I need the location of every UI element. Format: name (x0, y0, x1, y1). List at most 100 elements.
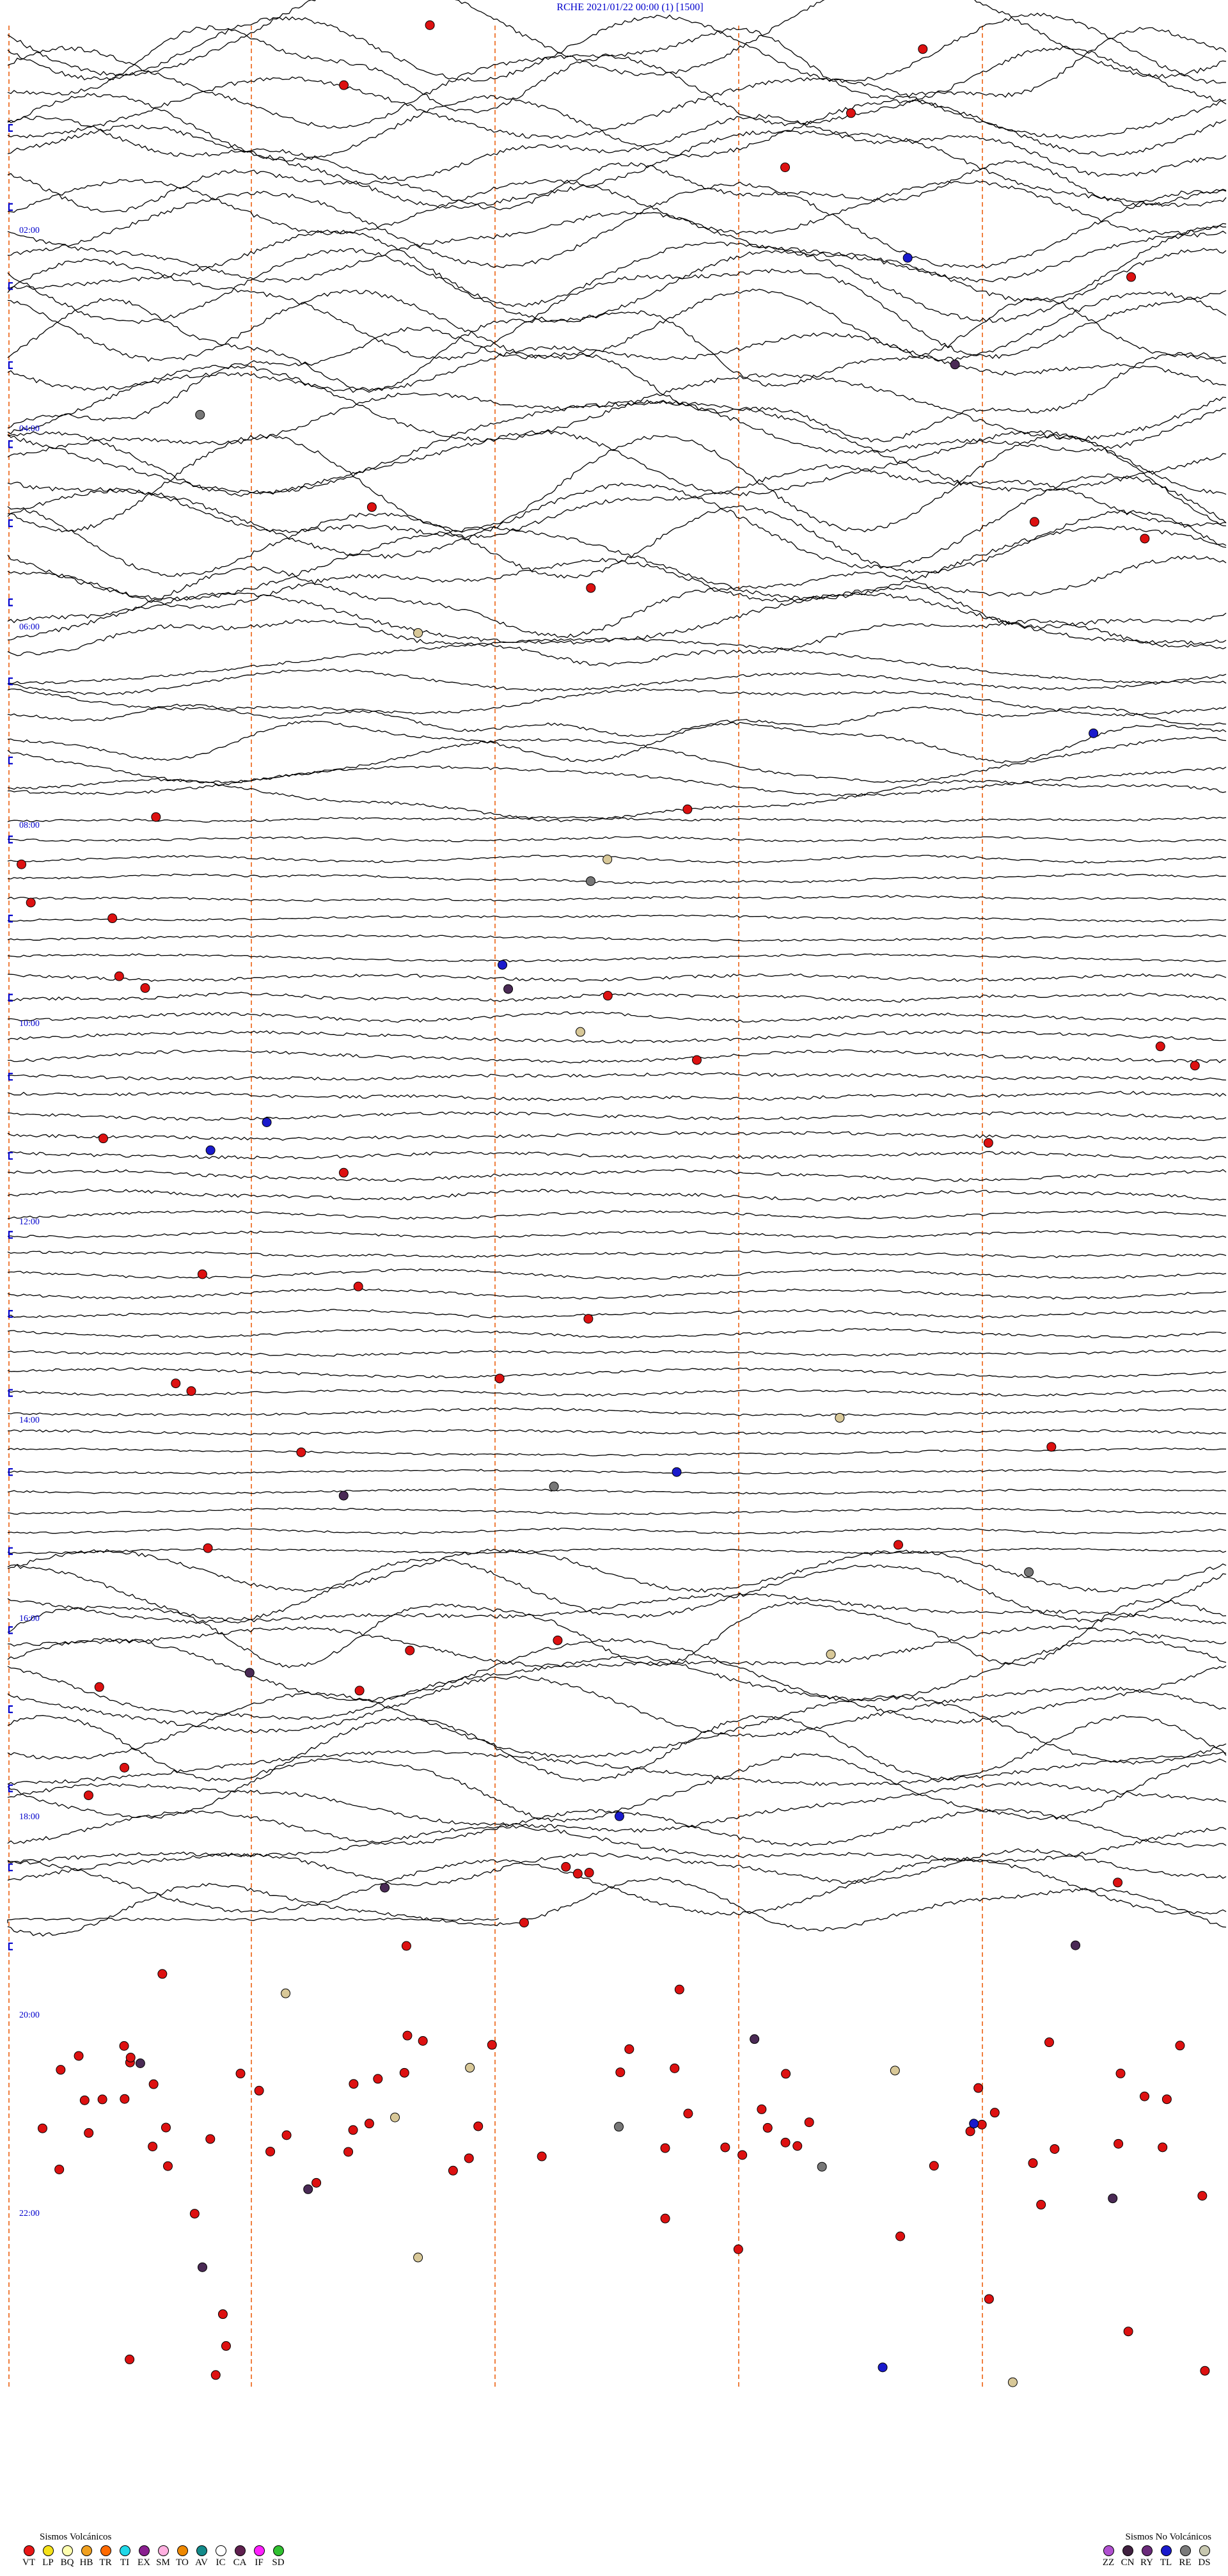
legend-volcanic-title: Sismos Volcánicos (40, 2532, 112, 2542)
hour-bracket-icon (8, 598, 13, 606)
time-label: 22:00 (19, 2209, 40, 2218)
legend-volcanic-bq: BQ (58, 2545, 77, 2568)
legend-dot-icon (196, 2545, 207, 2556)
event-marker (733, 2244, 743, 2254)
event-marker (148, 2079, 159, 2089)
seismic-trace-line (7, 668, 1227, 695)
event-marker (97, 2094, 107, 2105)
legend-dot-icon (253, 2545, 265, 2556)
legend-volcanic-if: IF (249, 2545, 269, 2568)
event-marker (107, 913, 118, 924)
event-marker (977, 2119, 987, 2130)
event-marker (197, 2262, 207, 2272)
event-marker (929, 2161, 939, 2171)
event-marker (893, 1540, 904, 1550)
event-marker (1024, 1567, 1034, 1577)
seismic-trace-line (7, 288, 1227, 362)
event-marker (364, 2119, 374, 2129)
seismic-trace-line (7, 1824, 1227, 1864)
seismic-trace-line (7, 1447, 1227, 1457)
event-marker (1089, 728, 1099, 738)
legend-nonvolcanic-title: Sismos No Volcánicos (1125, 2532, 1211, 2542)
event-marker (984, 2294, 994, 2304)
seismic-trace-line (8, 1049, 1227, 1064)
hour-bracket-icon (8, 1151, 13, 1160)
seismic-trace-line (7, 638, 1227, 684)
event-marker (672, 1467, 682, 1477)
event-marker (1140, 533, 1150, 544)
legend-code: RY (1140, 2557, 1153, 2568)
event-marker (98, 1134, 108, 1144)
event-marker (151, 812, 161, 822)
seismic-trace-line (7, 1268, 1227, 1280)
seismic-trace-line (7, 392, 1227, 458)
event-marker (390, 2112, 400, 2122)
event-marker (973, 2083, 984, 2093)
seismic-trace-line (7, 1547, 1227, 1554)
hour-bracket-icon (8, 1626, 13, 1634)
event-marker (1197, 2191, 1208, 2201)
event-marker (401, 1941, 411, 1951)
seismic-trace-line (7, 816, 1227, 823)
legend-nonvolcanic-ry: RY (1137, 2545, 1156, 2568)
event-marker (448, 2165, 458, 2176)
event-marker (615, 2067, 626, 2078)
seismic-trace-line (7, 1592, 1227, 1625)
time-label: 10:00 (19, 1019, 40, 1029)
legend-dot-icon (157, 2545, 169, 2556)
seismic-trace-line (7, 181, 1227, 269)
legend-dot-icon (61, 2545, 73, 2556)
event-marker (969, 2119, 979, 2129)
legend-code: ZZ (1102, 2557, 1115, 2568)
seismic-trace-line (7, 1367, 1227, 1379)
hour-bracket-icon (8, 361, 13, 369)
seismic-trace-line (7, 258, 1227, 361)
event-marker (835, 1412, 845, 1423)
legend-code: LP (42, 2557, 54, 2568)
event-marker (572, 1869, 583, 1879)
event-marker (120, 1762, 130, 1773)
event-marker (348, 2125, 358, 2135)
seismic-trace-line (7, 1488, 1227, 1495)
event-marker (1115, 2068, 1126, 2078)
legend-dot-icon (1141, 2545, 1153, 2556)
event-marker (425, 20, 435, 30)
event-marker (17, 859, 27, 869)
legend-dot-icon (234, 2545, 246, 2556)
event-marker (74, 2051, 84, 2061)
event-marker (660, 2143, 670, 2153)
seismic-trace-line (7, 720, 1227, 764)
seismic-trace-line (7, 0, 1227, 79)
event-marker (281, 1988, 291, 1998)
event-marker (125, 2053, 136, 2063)
event-marker (221, 2341, 231, 2351)
event-marker (402, 2030, 413, 2041)
time-label: 16:00 (19, 1614, 40, 1624)
event-marker (890, 2066, 900, 2076)
event-marker (918, 44, 928, 54)
event-marker (265, 2146, 276, 2156)
seismic-trace-line (7, 1169, 1227, 1182)
seismic-trace-line (7, 1715, 1227, 1782)
seismic-trace-line (7, 1753, 1227, 1822)
seismic-trace-line (7, 934, 1227, 942)
legend-code: DS (1198, 2557, 1211, 2568)
seismic-trace-line (7, 1858, 1227, 1916)
legend-dot-icon (1179, 2545, 1191, 2556)
event-marker (197, 1269, 207, 1279)
seismic-trace-line (7, 1692, 1227, 1765)
event-marker (418, 2035, 428, 2046)
event-marker (366, 502, 377, 512)
legend-dot-icon (1160, 2545, 1172, 2556)
legend-dot-icon (177, 2545, 188, 2556)
event-marker (553, 1635, 563, 1645)
event-marker (186, 1386, 196, 1396)
seismic-trace-line (7, 736, 1227, 784)
seismic-trace-line (7, 1599, 1227, 1668)
legend-dot-icon (81, 2545, 92, 2556)
hour-bracket-icon (8, 993, 13, 1002)
event-marker (405, 1645, 415, 1655)
legend-code: SD (272, 2557, 285, 2568)
event-marker (195, 409, 205, 420)
event-marker (203, 1543, 213, 1553)
